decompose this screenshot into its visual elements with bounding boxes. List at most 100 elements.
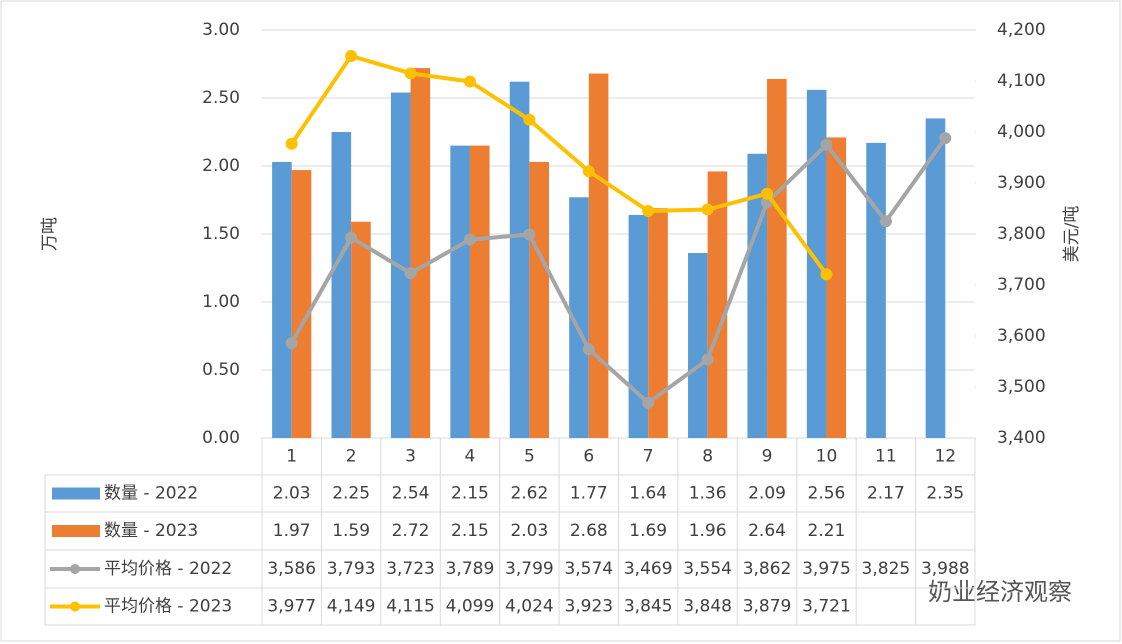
table-value: 3,789 <box>446 559 495 579</box>
table-value: 4,149 <box>327 597 376 617</box>
legend-key <box>70 564 80 574</box>
line <box>289 136 947 405</box>
point <box>761 187 774 200</box>
bar <box>925 118 946 439</box>
y-tick-label: 1.00 <box>202 292 240 312</box>
table-value: 2.09 <box>748 484 786 504</box>
point <box>463 233 476 246</box>
point <box>820 268 833 281</box>
table-value: 3,469 <box>624 559 673 579</box>
table-value: 3,586 <box>267 559 316 579</box>
table-value: 2.17 <box>867 484 905 504</box>
bar <box>291 170 312 438</box>
x-tick-label: 5 <box>524 447 535 467</box>
y-tick-label: 2.00 <box>202 156 240 176</box>
point <box>523 228 536 241</box>
bar <box>628 214 649 438</box>
table-value: 2.72 <box>392 521 430 541</box>
table-value: 3,845 <box>624 597 673 617</box>
bar <box>509 81 530 439</box>
table-value: 3,988 <box>921 559 970 579</box>
table-value: 3,975 <box>802 559 851 579</box>
x-tick-label: 11 <box>875 447 897 467</box>
point <box>285 337 298 350</box>
bar <box>826 137 847 438</box>
table-value: 4,115 <box>386 597 435 617</box>
table-value: 3,799 <box>505 559 554 579</box>
table-value: 2.15 <box>451 521 489 541</box>
y-tick-label: 0.50 <box>202 360 240 380</box>
point <box>285 137 298 150</box>
point <box>582 165 595 178</box>
legend-label: 数量 - 2022 <box>104 484 198 504</box>
point <box>879 215 892 228</box>
table-value: 3,574 <box>564 559 613 579</box>
bar <box>648 208 668 438</box>
table-value: 3,923 <box>564 597 613 617</box>
x-tick-label: 10 <box>816 447 838 467</box>
table-value: 3,848 <box>683 597 732 617</box>
point <box>701 353 714 366</box>
legend-key <box>70 601 80 612</box>
x-tick-label: 9 <box>762 447 773 467</box>
x-tick-label: 12 <box>934 447 956 467</box>
x-tick-label: 7 <box>643 447 654 467</box>
table-value: 3,879 <box>743 597 792 617</box>
bar <box>529 161 549 439</box>
table-value: 1.97 <box>273 521 311 541</box>
y-tick-label: 2.50 <box>202 88 240 108</box>
y-tick-label: 3.00 <box>202 20 240 40</box>
line <box>290 54 829 276</box>
watermark: 奶业经济观察 <box>928 578 1072 606</box>
table-value: 2.56 <box>808 484 846 504</box>
table-value: 1.36 <box>689 484 727 504</box>
point <box>642 205 655 218</box>
x-tick-label: 6 <box>583 447 594 467</box>
table-value: 1.59 <box>332 521 370 541</box>
bar <box>767 78 787 439</box>
bar <box>331 132 352 438</box>
bar <box>469 145 490 438</box>
table-value: 2.54 <box>392 484 430 504</box>
table-value: 4,099 <box>446 597 495 617</box>
table-value: 2.03 <box>510 521 548 541</box>
bar <box>569 197 589 438</box>
table-value: 3,793 <box>327 559 376 579</box>
legend-label: 平均价格 - 2022 <box>104 559 232 579</box>
legend-label: 数量 - 2023 <box>104 521 198 541</box>
table-value: 2.35 <box>926 484 964 504</box>
point <box>939 132 952 145</box>
table-value: 2.03 <box>273 484 311 504</box>
y-tick-label: 1.50 <box>202 224 240 244</box>
table-value: 1.64 <box>629 484 667 504</box>
x-tick-label: 4 <box>465 447 476 467</box>
legend-key <box>52 525 100 537</box>
y2-tick-label: 3,600 <box>997 326 1046 346</box>
table-value: 1.96 <box>689 521 727 541</box>
x-tick-label: 8 <box>702 447 713 467</box>
point <box>523 113 536 126</box>
point <box>345 231 358 244</box>
bar <box>747 153 768 438</box>
table-value: 1.69 <box>629 521 667 541</box>
y2-tick-label: 3,900 <box>997 173 1046 193</box>
bar <box>351 221 371 438</box>
table-value: 3,825 <box>862 559 911 579</box>
table-value: 4,024 <box>505 597 554 617</box>
point <box>642 396 655 409</box>
table-value: 2.15 <box>451 484 489 504</box>
bar <box>272 161 292 439</box>
table-value: 2.62 <box>510 484 548 504</box>
bar <box>450 145 470 438</box>
y-tick-label: 0.00 <box>202 428 240 448</box>
table-value: 2.68 <box>570 521 608 541</box>
y2-tick-label: 3,400 <box>997 428 1046 448</box>
point <box>463 75 476 88</box>
table-value: 2.21 <box>808 521 846 541</box>
point <box>345 50 358 63</box>
legend-key <box>52 487 100 500</box>
bar <box>707 171 728 438</box>
table-value: 3,723 <box>386 559 435 579</box>
